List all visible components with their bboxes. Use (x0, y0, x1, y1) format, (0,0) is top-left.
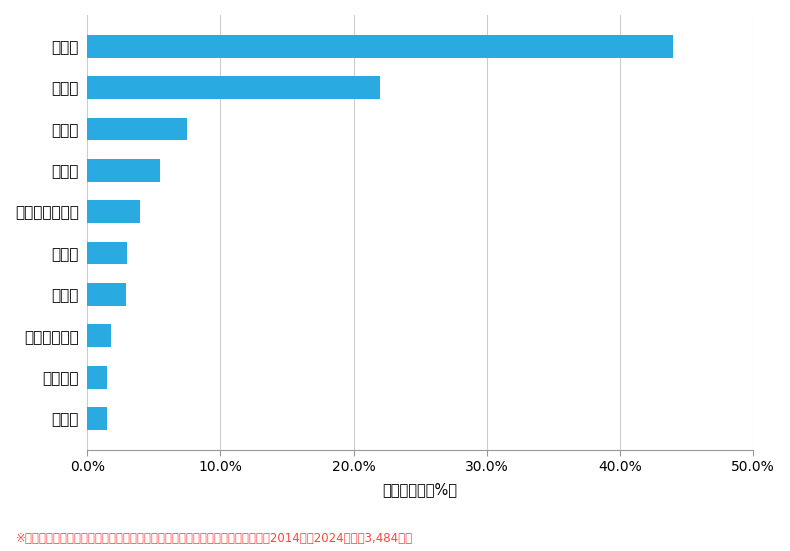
Bar (87, 76, 380, 99)
Bar (87, 325, 111, 347)
Text: ※弊社受付の案件を対象に、受付時に市区町村の回答があったものを集計（期間2014年～2024年、計3,484件）: ※弊社受付の案件を対象に、受付時に市区町村の回答があったものを集計（期間2014… (16, 532, 413, 545)
X-axis label: 件数の割合（%）: 件数の割合（%） (382, 483, 457, 498)
Bar (87, 117, 187, 141)
Bar (87, 159, 160, 182)
Bar (87, 35, 673, 57)
Bar (87, 366, 107, 388)
Bar (87, 200, 141, 223)
Bar (87, 242, 127, 264)
Bar (87, 283, 126, 306)
Bar (87, 407, 107, 430)
